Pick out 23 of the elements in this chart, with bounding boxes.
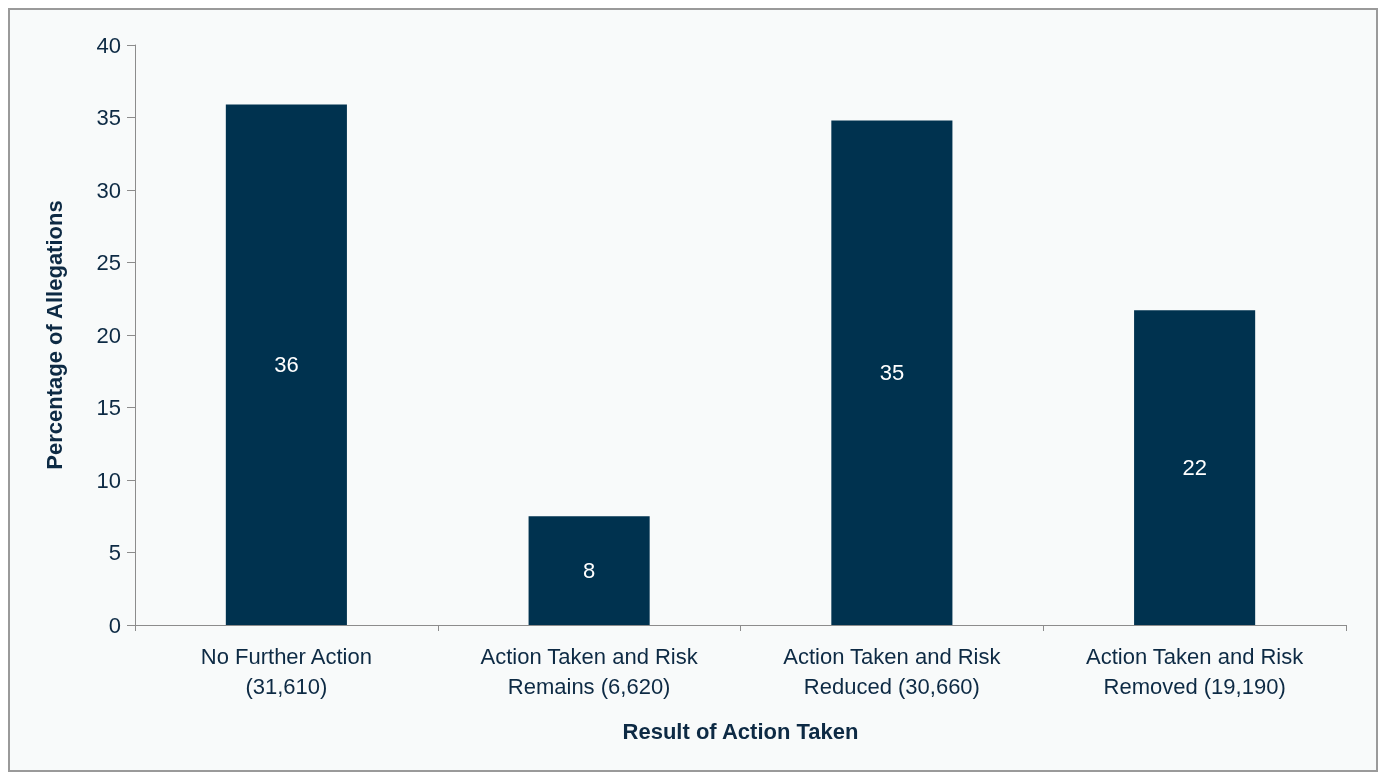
data-label: 22 <box>1182 455 1207 481</box>
y-tick-label: 30 <box>96 177 121 203</box>
y-axis-title: Percentage of Allegations <box>41 200 67 470</box>
bar <box>225 104 347 625</box>
y-tick-label: 10 <box>96 467 121 493</box>
bar <box>1134 310 1256 625</box>
y-tick-label: 35 <box>96 105 121 130</box>
y-tick-label: 40 <box>96 32 121 58</box>
y-tick-label: 5 <box>108 540 121 565</box>
data-label: 36 <box>274 352 299 378</box>
x-axis-title: Result of Action Taken <box>622 718 859 744</box>
y-tick-label: 15 <box>96 395 121 420</box>
x-tick-label: Action Taken and Risk Remains (6,620) <box>480 643 699 699</box>
y-tick-label: 25 <box>96 250 121 275</box>
x-tick-label: Action Taken and Risk Removed (19,190) <box>1085 643 1305 699</box>
data-label: 35 <box>879 360 905 386</box>
y-tick-label: 0 <box>108 612 121 638</box>
y-tick-label: 20 <box>96 322 121 348</box>
x-tick-label: Action Taken and Risk Reduced (30,660) <box>783 643 1002 699</box>
bar <box>831 120 953 625</box>
x-tick-label: No Further Action (31,610) <box>200 643 372 699</box>
data-label: 8 <box>583 558 596 584</box>
bar <box>528 516 650 625</box>
